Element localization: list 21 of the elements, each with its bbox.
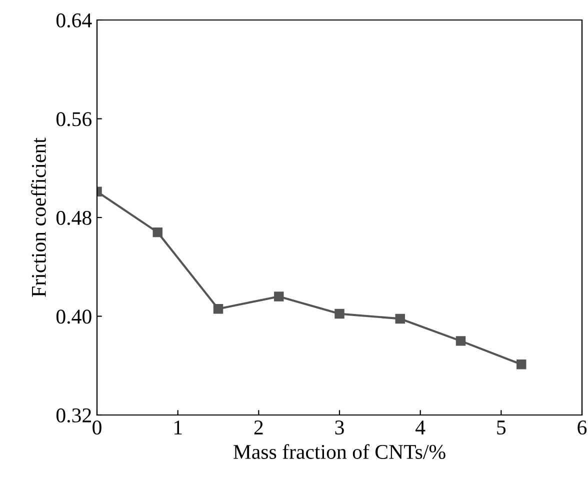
y-tick-label: 0.32: [56, 408, 91, 423]
point: [395, 314, 405, 324]
point: [456, 336, 466, 346]
x-tick-label: 3: [335, 420, 344, 435]
y-tick-label: 0.40: [56, 310, 92, 324]
y-axis-title: Friction coefficient: [31, 138, 46, 297]
y-tick-label: 0.56: [56, 112, 92, 126]
point: [152, 227, 162, 238]
x-tick-label: 6: [578, 420, 587, 435]
point: [516, 360, 526, 370]
x-tick-label: 0: [92, 420, 102, 435]
x-tick-label: 2: [254, 420, 263, 434]
point: [213, 304, 224, 314]
y-tick-label: 0.48: [56, 210, 92, 226]
point: [334, 308, 344, 319]
x-tick-label: 4: [416, 420, 426, 434]
x-tick-label: 5: [497, 420, 506, 435]
y-tick-label: 0.64: [56, 13, 92, 28]
x-axis-title: Mass fraction of CNTs/%: [233, 444, 446, 460]
point: [274, 292, 284, 302]
x-tick-label: 1: [174, 420, 182, 434]
